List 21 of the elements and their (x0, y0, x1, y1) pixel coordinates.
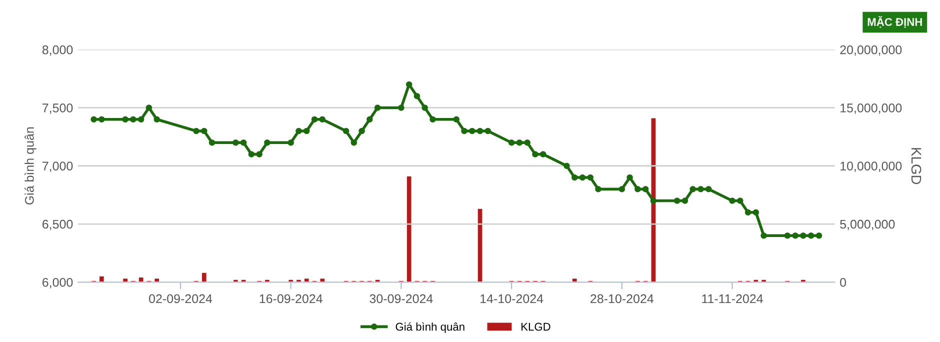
y-axis-title: Giá bình quân (24, 127, 36, 205)
y2-tick-label: 5,000,000 (840, 220, 895, 230)
y2-tick-label: 10,000,000 (840, 162, 902, 172)
x-tick-label: 16-09-2024 (260, 294, 322, 304)
y2-tick-label: 20,000,000 (840, 45, 902, 56)
legend-label: KLGD (522, 322, 550, 331)
y-tick-label: 7,500 (42, 104, 73, 114)
y-tick-label: 8,000 (42, 45, 73, 56)
legend-label: Giá bình quân (396, 322, 464, 333)
y-tick-label: 6,000 (42, 278, 73, 288)
x-tick-label: 28-10-2024 (590, 294, 654, 304)
y-tick-label: 6,500 (42, 220, 73, 230)
x-tick-label: 02-09-2024 (149, 294, 212, 304)
x-tick-label: 30-09-2024 (370, 294, 433, 304)
y-tick-label: 7,000 (42, 162, 73, 172)
y2-tick-label: 0 (840, 278, 846, 287)
y2-axis-title: KLGD (911, 148, 922, 184)
y2-tick-label: 15,000,000 (840, 104, 902, 114)
text: MẶC ĐỊNH (868, 16, 922, 28)
x-tick-label: 14-10-2024 (480, 294, 544, 304)
x-tick-label: 11-11-2024 (702, 294, 763, 304)
